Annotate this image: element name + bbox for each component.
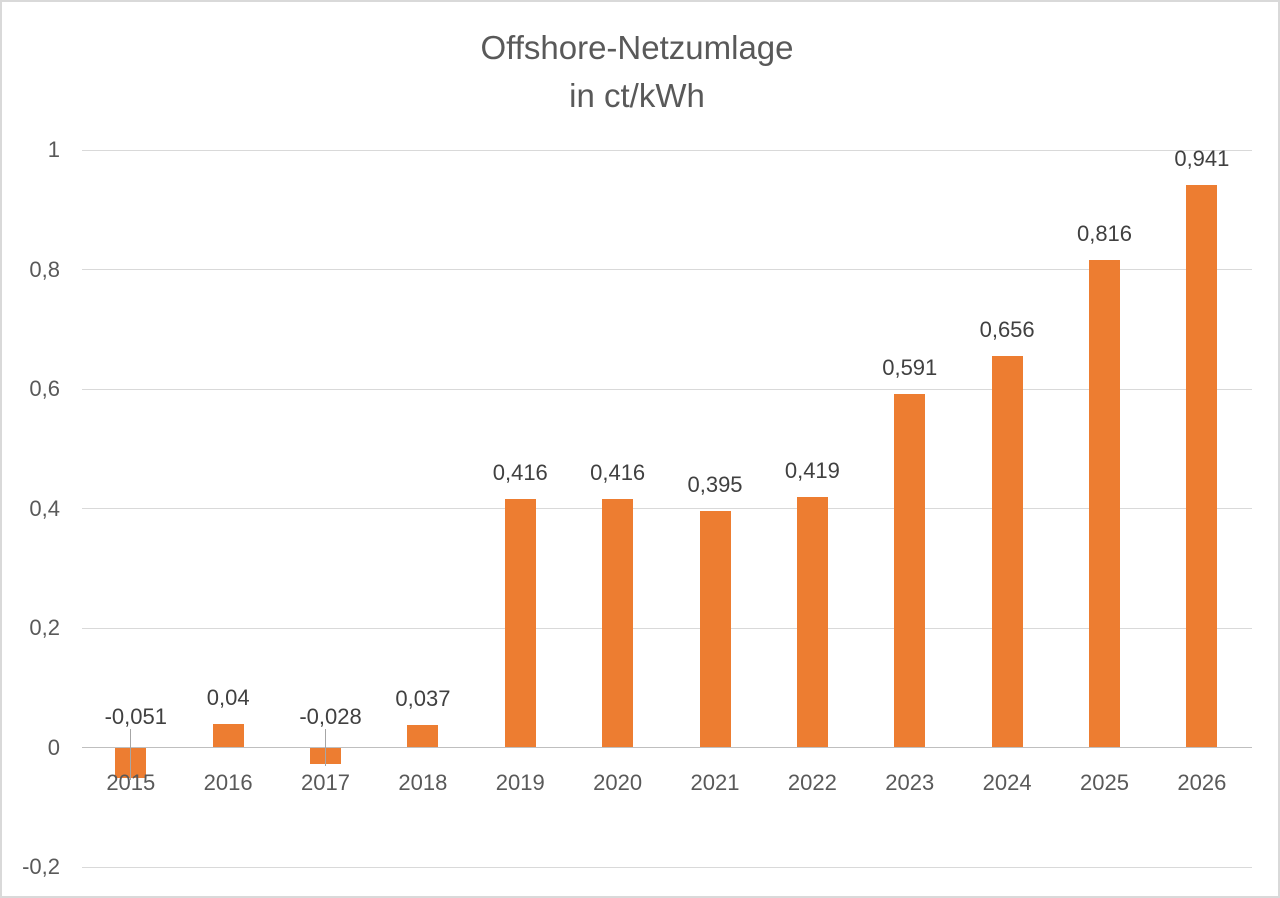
x-tick-label-2021: 2021 [690, 770, 740, 795]
bar-2025 [1089, 259, 1120, 748]
value-label-2020: 0,416 [590, 459, 646, 485]
y-tick-label: 0,6 [29, 376, 60, 401]
y-tick-label: 1 [47, 137, 60, 162]
bar-2019 [504, 498, 536, 748]
y-tick-label: 0,2 [29, 615, 60, 640]
value-label-2024: 0,656 [979, 316, 1035, 342]
value-label-2017: -0,028 [299, 704, 362, 729]
leader-line-2015 [130, 728, 132, 780]
x-tick-label-2019: 2019 [495, 770, 545, 795]
y-tick-label: 0,4 [29, 495, 60, 521]
value-label-2015: -0,051 [104, 704, 167, 729]
gridline-0,2 [82, 627, 1252, 629]
y-tick-label: -0,2 [22, 854, 60, 879]
chart-title: Offshore-Netzumlage [480, 29, 794, 66]
x-tick-label-2016: 2016 [203, 770, 253, 795]
x-tick-label-2015: 2015 [106, 770, 156, 795]
chart-subtitle: in ct/kWh [569, 77, 705, 114]
value-label-2018: 0,037 [395, 686, 451, 712]
x-tick-label-2018: 2018 [398, 770, 448, 795]
value-label-2026: 0,941 [1174, 146, 1230, 172]
bar-2023 [894, 394, 926, 748]
bar-2018 [407, 725, 439, 748]
gridline-0,4 [82, 508, 1252, 509]
x-tick-label-2022: 2022 [787, 770, 837, 795]
y-tick-label: 0,8 [29, 256, 60, 282]
bar-2016 [212, 723, 244, 748]
x-axis-line [82, 747, 1252, 748]
value-label-2016: 0,04 [206, 684, 250, 710]
bar-2024 [991, 355, 1023, 748]
gridline-0,8 [82, 269, 1252, 270]
bar-2020 [602, 498, 634, 748]
x-tick-label-2025: 2025 [1080, 770, 1129, 795]
value-label-2021: 0,395 [687, 472, 743, 498]
y-tick-label: 0 [47, 734, 60, 760]
x-tick-label-2020: 2020 [593, 770, 643, 795]
bar-2022 [796, 497, 828, 748]
gridline--0,2 [82, 866, 1252, 868]
value-label-2025: 0,816 [1076, 220, 1133, 246]
gridline-1 [82, 149, 1252, 151]
bar-2021 [699, 511, 731, 748]
value-label-2019: 0,416 [492, 459, 548, 485]
x-tick-label-2026: 2026 [1177, 770, 1227, 795]
value-label-2023: 0,591 [882, 355, 938, 381]
gridline-0,6 [82, 388, 1252, 390]
x-tick-label-2023: 2023 [885, 770, 935, 795]
x-tick-label-2017: 2017 [301, 770, 350, 795]
x-tick-label-2024: 2024 [982, 770, 1032, 795]
bar-2026 [1186, 185, 1218, 748]
value-label-2022: 0,419 [784, 458, 840, 484]
leader-line-2017 [325, 728, 327, 767]
